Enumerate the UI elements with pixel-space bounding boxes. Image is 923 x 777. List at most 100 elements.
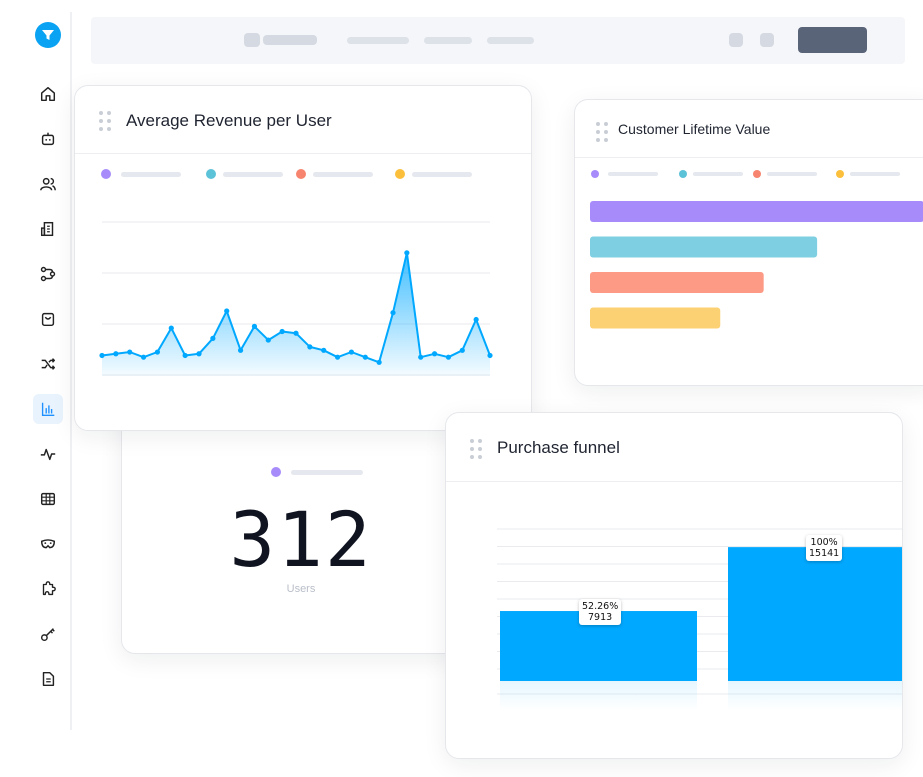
funnel-bar	[728, 547, 902, 681]
data-point	[348, 349, 355, 355]
toolbar-tab-placeholder[interactable]	[487, 37, 534, 44]
users-icon[interactable]	[33, 169, 63, 199]
funnel-bar-label: 100% 15141	[806, 535, 843, 562]
legend-label-placeholder	[850, 172, 900, 176]
users-legend-dot	[271, 467, 281, 477]
legend-label-placeholder	[693, 172, 743, 176]
data-point	[307, 344, 313, 350]
mask-icon[interactable]	[33, 529, 63, 559]
data-point	[445, 354, 452, 360]
legend-label-placeholder	[412, 172, 472, 177]
funnel-bar-reflection	[728, 681, 902, 711]
funnel-logo-icon[interactable]	[35, 22, 61, 48]
data-point	[210, 335, 216, 341]
data-point	[154, 349, 161, 355]
data-point	[376, 359, 382, 365]
puzzle-icon[interactable]	[33, 574, 63, 604]
legend-label-placeholder	[223, 172, 283, 177]
flow-icon[interactable]	[33, 259, 63, 289]
data-point	[168, 325, 174, 331]
arpu-title: Average Revenue per User	[126, 111, 332, 130]
clv-card: Customer Lifetime Value	[574, 99, 923, 386]
data-point	[140, 354, 147, 360]
shuffle-icon[interactable]	[33, 349, 63, 379]
data-point	[404, 250, 410, 256]
data-point	[182, 352, 188, 359]
funnel-bar-reflection	[500, 681, 697, 711]
drag-handle-icon[interactable]	[470, 439, 482, 459]
data-point	[390, 310, 396, 316]
toolbar-icon-button[interactable]	[760, 33, 774, 47]
users-count: 312	[229, 495, 373, 584]
legend-dot	[101, 169, 111, 179]
funnel-title: Purchase funnel	[497, 438, 620, 457]
legend-label-placeholder	[608, 172, 658, 176]
data-point	[279, 328, 285, 335]
drag-handle-icon[interactable]	[99, 111, 111, 131]
data-point	[293, 330, 299, 336]
legend-dot	[206, 169, 216, 179]
funnel-bar-label: 52.26% 7913	[579, 599, 622, 626]
clv-bar	[590, 307, 721, 329]
legend-dot	[753, 170, 761, 178]
data-point	[113, 351, 119, 357]
legend-dot	[591, 170, 599, 178]
legend-dot	[679, 170, 687, 178]
toolbar-primary-button[interactable]	[798, 27, 867, 53]
table-icon[interactable]	[33, 484, 63, 514]
data-point	[487, 352, 493, 359]
document-icon[interactable]	[33, 664, 63, 694]
users-label: Users	[286, 583, 316, 595]
data-point	[321, 347, 327, 353]
data-point	[334, 354, 341, 360]
area-fill	[102, 252, 490, 376]
data-point	[99, 352, 105, 359]
data-point	[418, 354, 424, 360]
funnel-bar-chart	[497, 528, 902, 711]
arpu-area-chart	[99, 221, 493, 376]
home-icon[interactable]	[33, 79, 63, 109]
funnel-value-label: 15141	[809, 548, 840, 560]
legend-dot	[296, 169, 306, 179]
clv-bar	[590, 201, 923, 222]
legend-dot	[836, 170, 844, 178]
toolbar-title-placeholder	[263, 35, 317, 45]
legend-label-placeholder	[121, 172, 181, 177]
data-point	[265, 337, 271, 343]
top-toolbar	[91, 17, 905, 64]
data-point	[431, 351, 438, 357]
key-icon[interactable]	[33, 619, 63, 649]
funnel-value-label: 7913	[588, 612, 613, 624]
data-point	[362, 354, 368, 360]
sidebar	[26, 12, 72, 730]
legend-label-placeholder	[767, 172, 817, 176]
data-point	[127, 349, 133, 355]
data-point	[459, 347, 465, 353]
activity-icon[interactable]	[33, 439, 63, 469]
legend-dot	[395, 169, 405, 179]
clv-bar	[590, 272, 764, 293]
users-legend-label-placeholder	[291, 470, 363, 475]
data-point	[237, 347, 244, 353]
funnel-card: Purchase funnel 52.26% 7913 100% 15141	[445, 412, 903, 759]
toolbar-tab-placeholder[interactable]	[347, 37, 409, 44]
clv-title: Customer Lifetime Value	[618, 121, 771, 137]
clv-bar-chart	[590, 201, 923, 329]
data-point	[251, 323, 258, 329]
arpu-card: Average Revenue per User	[74, 85, 532, 431]
data-point	[196, 351, 202, 357]
bar-chart-icon[interactable]	[33, 394, 63, 424]
toolbar-icon-placeholder[interactable]	[244, 33, 260, 47]
robot-icon[interactable]	[33, 124, 63, 154]
data-point	[473, 316, 479, 323]
shopping-bag-icon[interactable]	[33, 304, 63, 334]
funnel-percent-label: 52.26%	[582, 601, 619, 613]
legend-label-placeholder	[313, 172, 373, 177]
data-point	[224, 308, 230, 314]
drag-handle-icon[interactable]	[596, 122, 608, 142]
clv-bar	[590, 236, 818, 258]
toolbar-tab-placeholder[interactable]	[424, 37, 472, 44]
toolbar-icon-button[interactable]	[729, 33, 743, 47]
funnel-percent-label: 100%	[810, 537, 838, 549]
building-icon[interactable]	[33, 214, 63, 244]
